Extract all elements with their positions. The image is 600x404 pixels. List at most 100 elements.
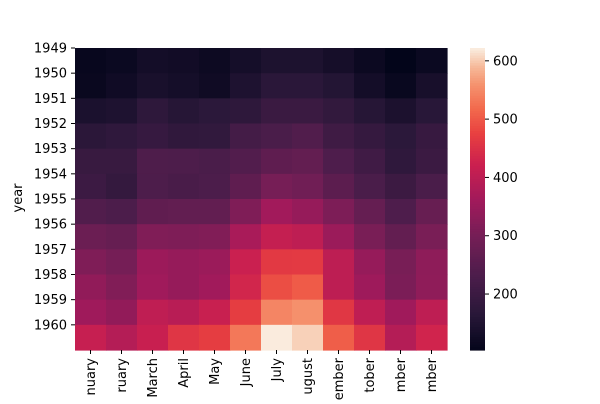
colorbar-segment <box>470 289 485 293</box>
colorbar-segment <box>470 100 485 104</box>
heatmap-cell <box>292 324 324 351</box>
colorbar-segment <box>470 282 485 286</box>
x-axis: nuary ruary March April May June July ugust embe… <box>84 350 440 400</box>
colorbar-segment <box>470 209 485 213</box>
heatmap-cell <box>385 123 417 150</box>
colorbar-segment <box>470 256 485 260</box>
x-tick-label: nuary <box>84 358 99 396</box>
colorbar-segment <box>470 312 485 316</box>
heatmap-cell <box>168 98 200 125</box>
heatmap-cell <box>199 173 231 200</box>
colorbar-segment <box>470 216 485 220</box>
colorbar-segment <box>470 193 485 198</box>
heatmap-cell <box>230 249 262 276</box>
colorbar-segment <box>470 314 485 318</box>
colorbar-segment <box>470 249 485 253</box>
colorbar-segment <box>470 133 485 137</box>
colorbar-segment <box>470 53 485 57</box>
heatmap-cell <box>261 48 293 74</box>
y-tick-label: 1955 <box>34 193 67 208</box>
heatmap-cell <box>106 173 138 200</box>
heatmap-cell <box>416 274 448 301</box>
colorbar-segment <box>470 70 485 74</box>
heatmap-cell <box>354 73 386 99</box>
heatmap-cell <box>385 274 417 301</box>
colorbar-segment <box>470 75 485 79</box>
colorbar-segment <box>470 211 485 215</box>
heatmap-cell <box>354 324 386 351</box>
colorbar-segment <box>470 269 485 273</box>
heatmap-cell <box>168 148 200 175</box>
colorbar-segment <box>470 98 485 102</box>
heatmap-cell <box>106 148 138 175</box>
heatmap-cell <box>261 98 293 125</box>
colorbar-segment <box>470 161 485 165</box>
colorbar-segment <box>470 234 485 238</box>
heatmap-cell <box>292 299 324 326</box>
colorbar-segment <box>470 206 485 210</box>
y-axis-label: year <box>11 183 26 213</box>
heatmap-cell <box>230 48 262 74</box>
colorbar-segment <box>470 153 485 157</box>
colorbar-segment <box>470 277 485 281</box>
x-tick-label: ugust <box>301 358 316 395</box>
heatmap-cell <box>230 123 262 150</box>
heatmap-cell <box>230 73 262 99</box>
y-tick-label: 1960 <box>34 318 67 333</box>
colorbar-segment <box>470 224 485 228</box>
heatmap-cell <box>168 73 200 99</box>
x-tick-label: April <box>177 358 192 388</box>
heatmap-cell <box>292 48 324 74</box>
heatmap-cell <box>168 48 200 74</box>
colorbar-segment <box>470 105 485 109</box>
heatmap-cell <box>75 73 107 99</box>
colorbar-segment <box>470 176 485 180</box>
heatmap-cell <box>416 224 448 250</box>
heatmap-cell <box>323 48 355 74</box>
colorbar-segment <box>470 191 485 195</box>
colorbar-segment <box>470 131 485 135</box>
heatmap-cell <box>199 324 231 351</box>
heatmap-cell <box>292 173 324 200</box>
heatmap-cell <box>75 299 107 326</box>
x-tick-label: March <box>146 358 161 398</box>
heatmap-cell <box>106 224 138 250</box>
heatmap-cell <box>261 173 293 200</box>
colorbar-segment <box>470 204 485 208</box>
colorbar-segment <box>470 334 485 339</box>
colorbar-segment <box>470 342 485 346</box>
colorbar-segment <box>470 158 485 162</box>
heatmap-cell <box>292 224 324 250</box>
colorbar-segment <box>470 292 485 296</box>
colorbar-segment <box>470 148 485 152</box>
heatmap-cell <box>137 299 169 326</box>
heatmap-cell <box>261 299 293 326</box>
colorbar-segment <box>470 85 485 89</box>
colorbar-segment <box>470 110 485 115</box>
colorbar-tick-label: 600 <box>493 54 518 69</box>
colorbar-segment <box>470 324 485 328</box>
heatmap-cell <box>75 199 107 225</box>
colorbar-segment <box>470 339 485 344</box>
colorbar-segment <box>470 151 485 155</box>
heatmap-cell <box>385 199 417 225</box>
heatmap-cell <box>323 249 355 276</box>
heatmap-cell <box>292 73 324 99</box>
colorbar-segment <box>470 274 485 278</box>
colorbar-segment <box>470 214 485 218</box>
colorbar-segment <box>470 244 485 248</box>
colorbar-segment <box>470 304 485 308</box>
heatmap-cell <box>323 173 355 200</box>
colorbar-segment <box>470 95 485 99</box>
heatmap-cell <box>230 274 262 301</box>
heatmap-cell <box>354 274 386 301</box>
heatmap-cell <box>292 148 324 175</box>
y-tick-label: 1956 <box>34 218 67 233</box>
heatmap-cell <box>323 199 355 225</box>
heatmap-cell <box>75 123 107 150</box>
heatmap-cell <box>106 199 138 225</box>
heatmap-cell <box>199 123 231 150</box>
colorbar-segment <box>470 239 485 243</box>
colorbar-segment <box>470 80 485 84</box>
heatmap-cell <box>199 73 231 99</box>
